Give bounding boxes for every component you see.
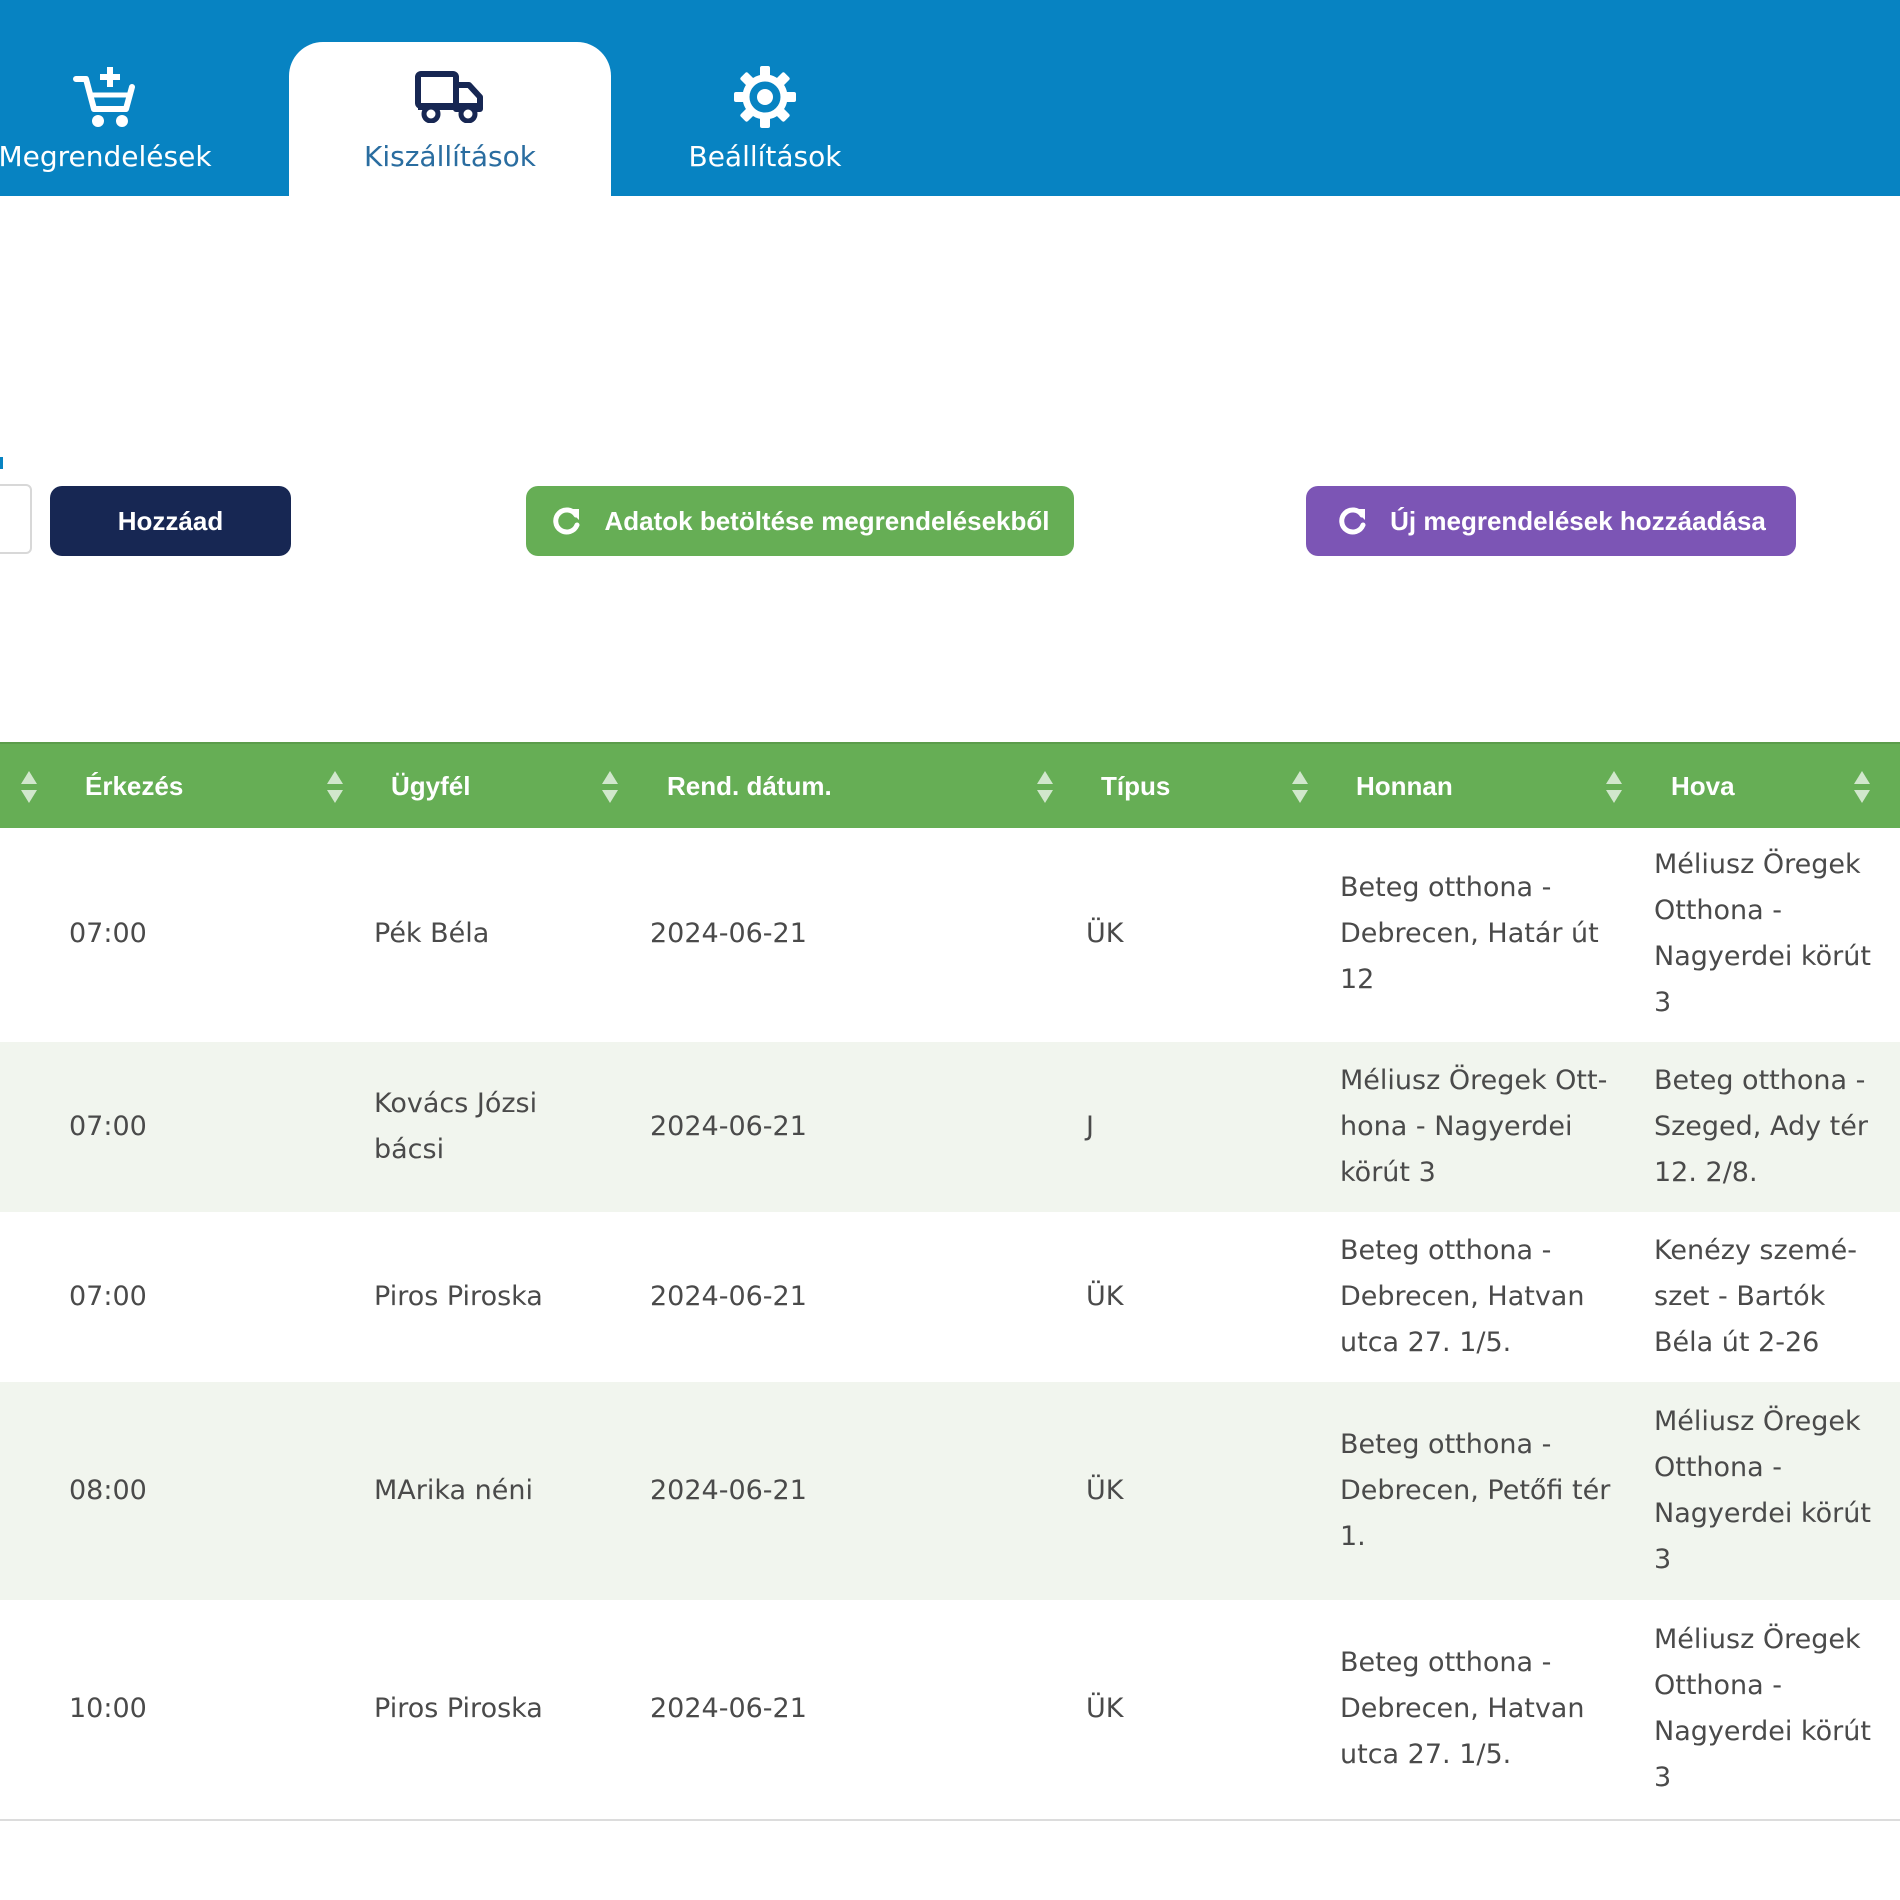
cell-from: Beteg otthona - Debrecen, Petőfi tér 1. — [1340, 1429, 1611, 1552]
cell-order-date: 2024-06-21 — [650, 918, 807, 949]
cell-from: Beteg otthona - Debrecen, Hatvan utca 27… — [1340, 1646, 1585, 1770]
sort-icon[interactable] — [1606, 771, 1622, 803]
top-nav-bar: Megrendelések Kiszállítások — [0, 0, 1900, 196]
cell-arrival: 07:00 — [69, 1111, 147, 1142]
add-button[interactable]: Hozzáad — [50, 486, 291, 556]
table-row[interactable]: 07:00 Kovács Józsi bácsi 2024-06-21 J Mé… — [0, 1042, 1900, 1212]
table-header: Érkezés Ügyfél Rend. dátum. Típus Honnan… — [0, 742, 1900, 828]
column-header-order-date[interactable]: Rend. dátum. — [667, 770, 832, 801]
gear-icon — [733, 62, 797, 132]
cell-from: Méliusz Öregek Ott­hona - Nagyerdei körú… — [1340, 1065, 1608, 1188]
cell-arrival: 08:00 — [69, 1475, 147, 1506]
sort-icon[interactable] — [602, 771, 618, 803]
tab-settings-label: Beállítások — [688, 140, 842, 173]
table-row[interactable]: 08:00 MArika néni 2024-06-21 ÜK Beteg ot… — [0, 1382, 1900, 1600]
cell-to: Beteg otthona - Szeged, Ady tér 12. 2/8. — [1654, 1065, 1868, 1188]
cell-arrival: 07:00 — [69, 918, 147, 949]
table-row[interactable]: 07:00 Pék Béla 2024-06-21 ÜK Beteg ottho… — [0, 826, 1900, 1042]
tab-deliveries[interactable]: Kiszállítások — [289, 42, 611, 196]
add-new-orders-label: Új megrendelések hozzáadása — [1390, 505, 1766, 536]
sort-icon[interactable] — [21, 771, 37, 803]
cell-client: MArika néni — [374, 1475, 533, 1506]
sort-icon[interactable] — [327, 771, 343, 803]
tab-deliveries-label: Kiszállítások — [364, 140, 536, 173]
cell-type: ÜK — [1086, 1281, 1124, 1312]
cell-arrival: 07:00 — [69, 1281, 147, 1312]
cell-from: Beteg otthona - Debrecen, Hatvan utca 27… — [1340, 1235, 1585, 1358]
cell-order-date: 2024-06-21 — [650, 1281, 807, 1312]
cell-order-date: 2024-06-21 — [650, 1692, 807, 1724]
cell-arrival: 10:00 — [69, 1692, 147, 1724]
column-header-arrival[interactable]: Érkezés — [85, 770, 184, 801]
refresh-icon — [550, 505, 582, 537]
sort-icon[interactable] — [1854, 771, 1870, 803]
cell-client: Kovács Józsi bácsi — [374, 1088, 538, 1165]
table-row[interactable]: 07:00 Piros Piroska 2024-06-21 ÜK Beteg … — [0, 1212, 1900, 1382]
cell-client: Pék Béla — [374, 918, 490, 949]
column-header-to[interactable]: Hova — [1671, 770, 1735, 801]
column-header-type[interactable]: Típus — [1101, 770, 1171, 801]
cell-client: Piros Piroska — [374, 1281, 543, 1312]
cell-order-date: 2024-06-21 — [650, 1111, 807, 1142]
cell-from: Beteg otthona - Debrecen, Határ út 12 — [1340, 872, 1599, 995]
refresh-icon — [1336, 505, 1368, 537]
field-marker — [0, 457, 3, 469]
cell-order-date: 2024-06-21 — [650, 1475, 807, 1506]
table-bottom-border — [0, 1819, 1900, 1821]
cell-to: Méliusz Öregek Otthona - Nagyerdei körút… — [1654, 1406, 1871, 1575]
text-input[interactable] — [0, 484, 32, 554]
tab-orders-label: Megrendelések — [0, 140, 212, 173]
tab-settings[interactable]: Beállítások — [640, 42, 890, 196]
cell-to: Méliusz Öregek Otthona - Nagyerdei körút… — [1654, 849, 1871, 1018]
load-from-orders-button[interactable]: Adatok betöltése megrendelésekből — [526, 486, 1074, 556]
cell-client: Piros Piroska — [374, 1692, 543, 1724]
tab-orders[interactable]: Megrendelések — [0, 42, 212, 196]
table-row[interactable]: 10:00 Piros Piroska 2024-06-21 ÜK Beteg … — [0, 1600, 1900, 1817]
truck-icon — [415, 62, 485, 132]
add-button-label: Hozzáad — [117, 505, 224, 536]
cell-type: J — [1086, 1111, 1094, 1142]
load-from-orders-label: Adatok betöltése megrendelésekből — [604, 505, 1050, 536]
cell-type: ÜK — [1086, 1692, 1124, 1724]
cell-type: ÜK — [1086, 918, 1124, 949]
sort-icon[interactable] — [1037, 771, 1053, 803]
cell-to: Kenézy szemé­szet - Bartók Béla út 2-26 — [1654, 1235, 1857, 1358]
cell-to: Méliusz Öregek Otthona - Nagyerdei körút… — [1654, 1623, 1871, 1793]
add-new-orders-button[interactable]: Új megrendelések hozzáadása — [1306, 486, 1796, 556]
column-header-from[interactable]: Honnan — [1356, 770, 1453, 801]
table-body: 07:00 Pék Béla 2024-06-21 ÜK Beteg ottho… — [0, 826, 1900, 1817]
cell-type: ÜK — [1086, 1475, 1124, 1506]
cart-plus-icon — [72, 62, 138, 132]
column-header-client[interactable]: Ügyfél — [391, 770, 471, 801]
sort-icon[interactable] — [1292, 771, 1308, 803]
